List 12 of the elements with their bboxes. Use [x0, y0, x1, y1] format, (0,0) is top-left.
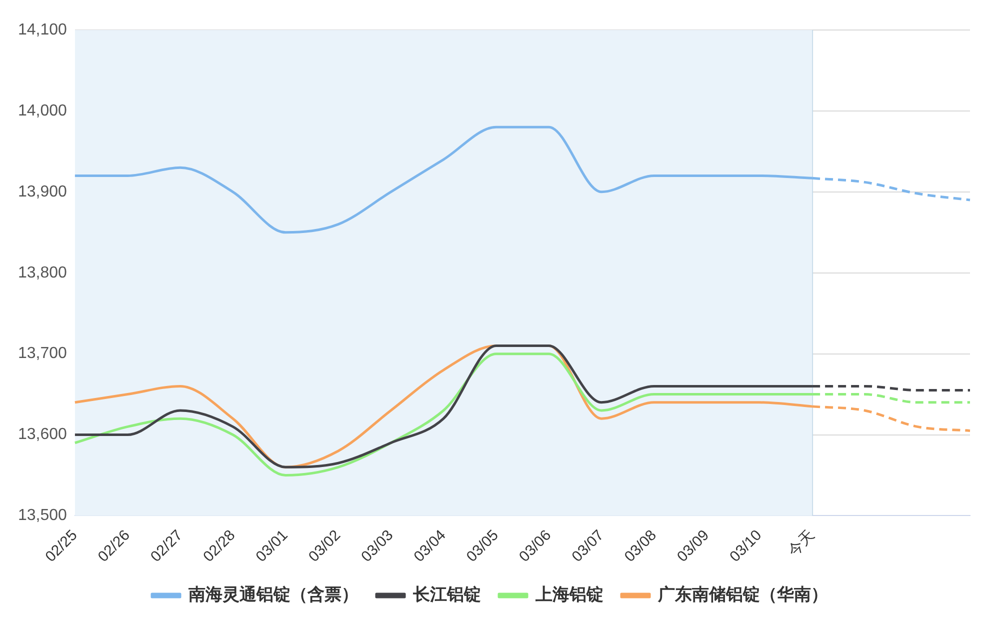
legend-label: 南海灵通铝锭（含票）	[188, 584, 358, 605]
legend-label: 广东南储铝锭（华南）	[657, 584, 828, 605]
y-tick-label: 13,700	[18, 345, 68, 362]
x-tick-label: 今天	[784, 526, 818, 560]
legend-label: 上海铝锭	[534, 584, 604, 605]
y-tick-label: 13,600	[18, 426, 68, 444]
y-tick-label: 13,900	[18, 183, 68, 200]
legend-label: 长江铝锭	[412, 584, 481, 605]
y-tick-label: 13,800	[18, 264, 68, 282]
y-tick-label: 13,500	[18, 507, 68, 524]
y-tick-label: 14,100	[18, 21, 68, 38]
y-tick-label: 14,000	[18, 102, 68, 120]
